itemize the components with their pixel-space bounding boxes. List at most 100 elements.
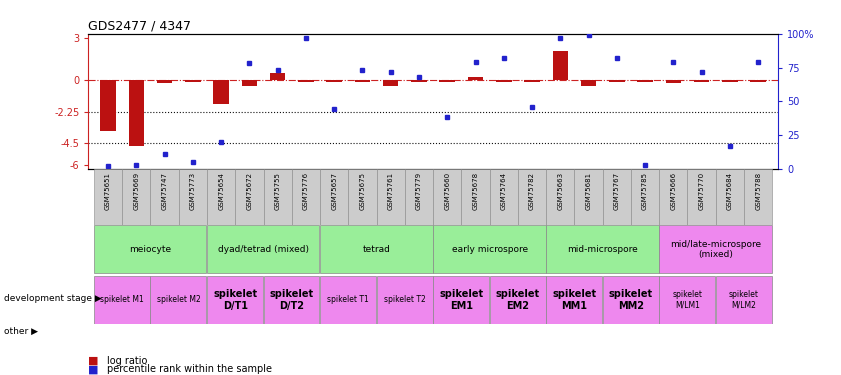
Bar (665, 80, 681, 83)
Text: GSM75773: GSM75773 (190, 172, 196, 210)
Text: GSM75669: GSM75669 (134, 172, 140, 210)
Text: spikelet M1: spikelet M1 (100, 296, 144, 304)
Text: spikelet T1: spikelet T1 (327, 296, 369, 304)
Bar (122, 169, 151, 225)
Bar (603, 169, 631, 225)
Text: spikelet
M/LM1: spikelet M/LM1 (673, 290, 702, 310)
Bar (292, 169, 320, 225)
Bar (716, 169, 744, 225)
Bar (574, 169, 603, 225)
Bar (546, 169, 574, 225)
Text: spikelet
M/LM2: spikelet M/LM2 (729, 290, 759, 310)
Text: GSM75788: GSM75788 (755, 172, 761, 210)
Text: dyad/tetrad (mixed): dyad/tetrad (mixed) (218, 245, 309, 254)
Bar (355, 80, 370, 82)
Text: mid/late-microspore
(mixed): mid/late-microspore (mixed) (670, 240, 761, 259)
Bar (546, 276, 602, 324)
Text: GSM75747: GSM75747 (161, 172, 167, 210)
Bar (320, 276, 376, 324)
Bar (433, 169, 462, 225)
Bar (326, 80, 342, 82)
Text: GSM75651: GSM75651 (105, 172, 111, 210)
Text: other ▶: other ▶ (4, 327, 38, 336)
Bar (241, 80, 257, 86)
Bar (659, 225, 772, 273)
Text: GSM75654: GSM75654 (218, 172, 225, 210)
Text: spikelet
MM2: spikelet MM2 (609, 289, 653, 311)
Text: spikelet
MM1: spikelet MM1 (553, 289, 596, 311)
Text: GSM75660: GSM75660 (444, 172, 450, 210)
Bar (235, 169, 263, 225)
Bar (637, 80, 653, 82)
Bar (694, 80, 710, 82)
Bar (263, 276, 320, 324)
Text: GSM75663: GSM75663 (558, 172, 563, 210)
Bar (581, 80, 596, 87)
Bar (207, 225, 320, 273)
Bar (553, 51, 568, 80)
Bar (348, 169, 377, 225)
Text: GSM75776: GSM75776 (303, 172, 309, 210)
Text: GSM75666: GSM75666 (670, 172, 676, 210)
Bar (433, 225, 546, 273)
Bar (433, 276, 489, 324)
Bar (151, 276, 206, 324)
Text: spikelet T2: spikelet T2 (384, 296, 426, 304)
Bar (156, 80, 172, 83)
Bar (659, 169, 687, 225)
Text: GSM75755: GSM75755 (275, 172, 281, 210)
Bar (744, 169, 772, 225)
Bar (489, 276, 546, 324)
Text: GSM75675: GSM75675 (359, 172, 366, 210)
Text: spikelet M2: spikelet M2 (157, 296, 201, 304)
Bar (320, 225, 432, 273)
Bar (518, 169, 546, 225)
Bar (468, 77, 484, 80)
Bar (603, 276, 659, 324)
Text: GSM75761: GSM75761 (388, 172, 394, 210)
Bar (440, 80, 455, 82)
Bar (214, 80, 229, 104)
Text: spikelet
D/T2: spikelet D/T2 (270, 289, 314, 311)
Bar (659, 276, 715, 324)
Bar (129, 80, 144, 146)
Bar (496, 80, 511, 82)
Text: spikelet
EM1: spikelet EM1 (439, 289, 484, 311)
Text: GSM75678: GSM75678 (473, 172, 479, 210)
Text: ■: ■ (88, 364, 98, 374)
Bar (94, 276, 150, 324)
Text: GSM75657: GSM75657 (331, 172, 337, 210)
Bar (411, 80, 426, 82)
Text: log ratio: log ratio (107, 356, 147, 366)
Bar (377, 169, 405, 225)
Bar (377, 276, 432, 324)
Bar (100, 80, 116, 131)
Text: GSM75767: GSM75767 (614, 172, 620, 210)
Bar (546, 225, 659, 273)
Text: tetrad: tetrad (362, 245, 390, 254)
Bar (609, 80, 625, 82)
Text: GSM75672: GSM75672 (246, 172, 252, 210)
Bar (750, 80, 766, 82)
Bar (299, 80, 314, 82)
Text: GDS2477 / 4347: GDS2477 / 4347 (88, 20, 191, 33)
Bar (722, 80, 738, 82)
Bar (320, 169, 348, 225)
Bar (94, 169, 122, 225)
Bar (405, 169, 433, 225)
Text: ■: ■ (88, 356, 98, 366)
Bar (94, 225, 206, 273)
Bar (207, 169, 235, 225)
Bar (462, 169, 489, 225)
Text: GSM75785: GSM75785 (642, 172, 648, 210)
Bar (716, 276, 772, 324)
Bar (687, 169, 716, 225)
Text: spikelet
EM2: spikelet EM2 (496, 289, 540, 311)
Bar (207, 276, 263, 324)
Text: percentile rank within the sample: percentile rank within the sample (107, 364, 272, 374)
Bar (383, 80, 399, 86)
Bar (151, 169, 179, 225)
Text: meiocyte: meiocyte (130, 245, 172, 254)
Text: spikelet
D/T1: spikelet D/T1 (214, 289, 257, 311)
Text: early microspore: early microspore (452, 245, 527, 254)
